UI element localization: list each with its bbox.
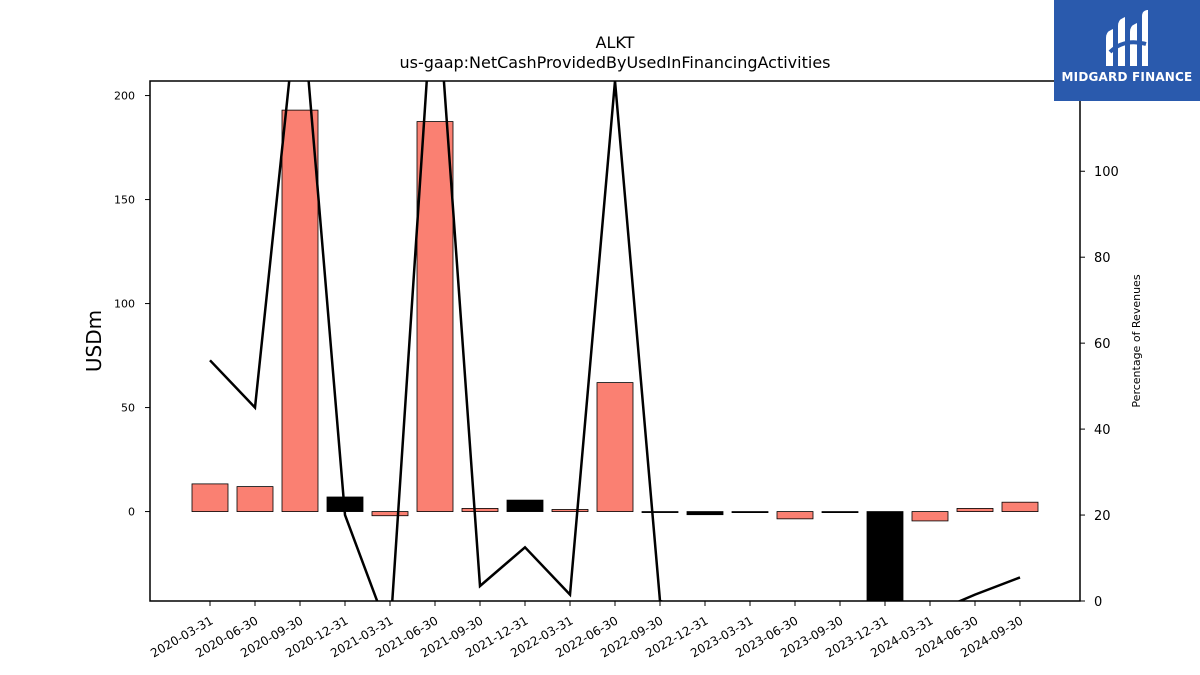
bar-2021-03-31 xyxy=(371,511,409,517)
bar-2023-06-30 xyxy=(776,511,814,520)
y-tick-label: 50 xyxy=(121,402,135,415)
bar-2024-09-30 xyxy=(1001,501,1039,512)
bar-2021-12-31 xyxy=(506,499,544,512)
midgard-logo-icon xyxy=(1106,10,1148,66)
bar-2022-09-30 xyxy=(641,511,679,513)
chart-title: ALKT xyxy=(596,33,635,52)
bar-2022-06-30 xyxy=(596,382,634,512)
bar-2021-06-30 xyxy=(416,121,454,512)
bar-2024-03-31 xyxy=(911,511,949,522)
y2-tick-label: 100 xyxy=(1094,165,1119,180)
bar-2020-06-30 xyxy=(236,486,274,512)
bar-2020-03-31 xyxy=(191,483,229,512)
bar-2023-09-30 xyxy=(821,511,859,513)
chart-subtitle: us-gaap:NetCashProvidedByUsedInFinancing… xyxy=(399,53,830,72)
y2-tick-label: 20 xyxy=(1094,509,1111,524)
bar-2023-12-31 xyxy=(866,511,904,601)
y2-axis-label: Percentage of Revenues xyxy=(1130,274,1143,407)
bar-2023-03-31 xyxy=(731,511,769,513)
y-axis-label: USDm xyxy=(82,310,106,372)
bar-2022-03-31 xyxy=(551,509,589,512)
logo-text: MIDGARD FINANCE xyxy=(1061,70,1193,84)
y-tick-label: 150 xyxy=(114,194,135,207)
y2-tick-label: 80 xyxy=(1094,251,1111,266)
bar-2021-09-30 xyxy=(461,508,499,512)
bars-group xyxy=(191,109,1039,601)
y-tick-label: 200 xyxy=(114,90,135,103)
y-tick-label: 100 xyxy=(114,298,135,311)
y-tick-label: 0 xyxy=(128,506,135,519)
percentage-line xyxy=(209,81,1021,601)
midgard-finance-logo: MIDGARD FINANCE xyxy=(1054,0,1200,101)
bar-2020-09-30 xyxy=(281,109,319,512)
y2-tick-label: 40 xyxy=(1094,423,1111,438)
bar-2022-12-31 xyxy=(686,511,724,516)
y2-tick-label: 0 xyxy=(1094,595,1102,610)
y2-tick-label: 60 xyxy=(1094,337,1111,352)
bar-2024-06-30 xyxy=(956,508,994,512)
